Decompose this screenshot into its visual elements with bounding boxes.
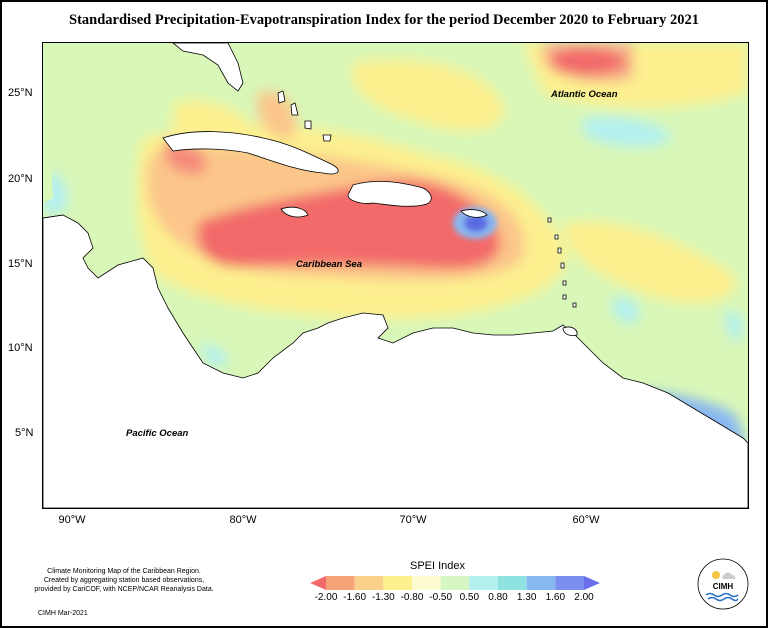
logo-text: CIMH: [713, 582, 734, 591]
legend-tick-label: 1.30: [516, 592, 537, 603]
legend-swatch: [584, 576, 600, 590]
lon-label-60w: 60°W: [572, 514, 600, 526]
credit-text: CIMH Mar-2021: [38, 610, 88, 617]
lat-label-15n: 15°N: [8, 258, 33, 270]
legend-tick-label: -0.50: [429, 592, 453, 603]
legend-title: SPEI Index: [410, 560, 466, 572]
caribbean-sea-label: Caribbean Sea: [296, 259, 362, 270]
lat-label-20n: 20°N: [8, 173, 33, 185]
lon-label-90w: 90°W: [58, 514, 86, 526]
lat-label-5n: 5°N: [15, 427, 34, 439]
map-description: Climate Monitoring Map of the Caribbean …: [14, 567, 234, 594]
legend-swatch: [383, 576, 412, 590]
legend-tick-label: -0.80: [400, 592, 424, 603]
legend-swatch: [412, 576, 441, 590]
description-line-2: Created by aggregating station based obs…: [43, 577, 205, 584]
land-masses: [43, 43, 748, 508]
cimh-logo-svg: CIMH: [697, 558, 749, 610]
lat-label-25n: 25°N: [8, 87, 33, 99]
atlantic-ocean-label: Atlantic Ocean: [551, 89, 618, 100]
pacific-ocean-label: Pacific Ocean: [126, 428, 189, 439]
legend-tick-label: 0.80: [488, 592, 508, 603]
legend-tick-label: -2.00: [314, 592, 338, 603]
legend-swatch: [526, 576, 556, 590]
lat-label-10n: 10°N: [8, 342, 33, 354]
legend-tick-label: -1.60: [343, 592, 367, 603]
description-line-1: Climate Monitoring Map of the Caribbean …: [47, 568, 201, 575]
legend-swatch: [354, 576, 384, 590]
legend-swatch: [469, 576, 498, 590]
legend-swatch: [310, 576, 326, 590]
legend-tick-label: -1.30: [371, 592, 395, 603]
spei-map: [42, 42, 749, 509]
description-line-3: provided by CariCOF, with NCEP/NCAR Rean…: [34, 586, 214, 593]
map-canvas: [43, 43, 748, 508]
legend-tick-label: 0.50: [459, 592, 480, 603]
page-title: Standardised Precipitation-Evapotranspir…: [69, 12, 699, 28]
lon-label-70w: 70°W: [399, 514, 427, 526]
legend-colorbar: [310, 575, 600, 596]
cimh-logo-icon: CIMH: [696, 557, 750, 611]
legend-tick-label: 1.60: [545, 592, 566, 603]
legend-swatch: [555, 576, 584, 590]
legend-colorbar-svg: [310, 576, 600, 590]
legend-tick-label: 2.00: [574, 592, 594, 603]
legend-swatch: [498, 576, 527, 590]
legend-swatch: [326, 576, 355, 590]
legend-swatch: [440, 576, 470, 590]
lon-label-80w: 80°W: [229, 514, 257, 526]
